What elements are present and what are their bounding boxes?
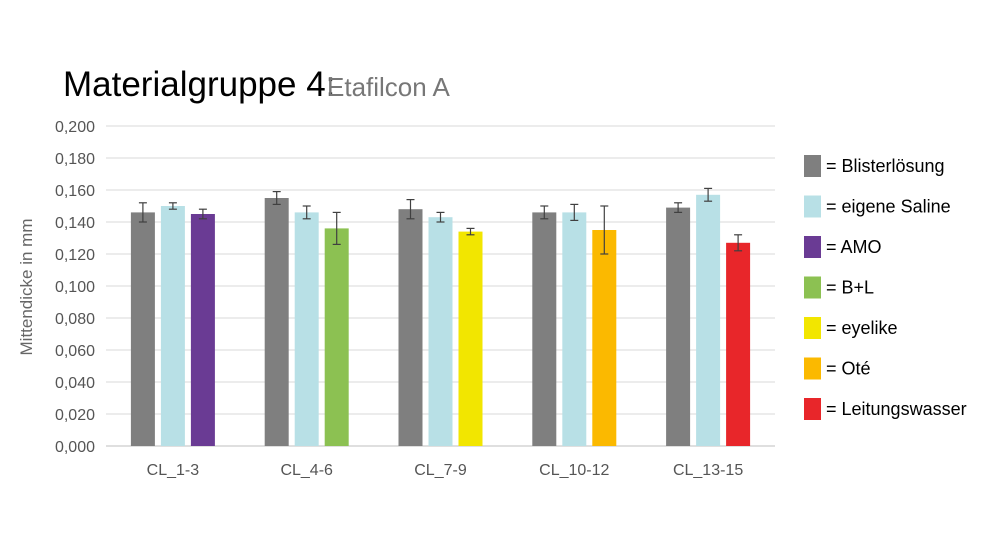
y-tick-label: 0,160	[55, 183, 95, 200]
legend-item: = Leitungswasser	[804, 398, 967, 420]
bar	[294, 212, 319, 446]
legend-label: = eigene Saline	[826, 197, 951, 217]
legend-swatch	[804, 276, 821, 299]
x-tick-label: CL_7-9	[414, 462, 467, 479]
legend-item: = AMO	[804, 236, 882, 258]
y-tick-label: 0,040	[55, 375, 95, 392]
error-bar	[332, 211, 341, 245]
legend-item: = Oté	[804, 357, 871, 380]
y-tick-label: 0,140	[55, 215, 95, 232]
legend-item: = B+L	[804, 276, 874, 299]
chart-subtitle: Etafilcon A	[327, 72, 451, 102]
error-bar	[674, 202, 683, 213]
bar	[160, 206, 185, 446]
y-tick-label: 0,020	[55, 407, 95, 424]
legend-item: = Blisterlösung	[804, 155, 945, 177]
y-tick-label: 0,100	[55, 279, 95, 296]
bar	[190, 214, 215, 446]
bar	[532, 212, 557, 446]
bar	[428, 217, 453, 446]
error-bar	[436, 211, 445, 223]
bar	[726, 242, 751, 446]
error-bar	[406, 199, 415, 220]
bar	[324, 228, 349, 446]
bar	[130, 212, 155, 446]
legend: = Blisterlösung = eigene Saline = AMO = B+L…	[804, 155, 967, 420]
bar	[458, 231, 483, 446]
x-tick-label: CL_4-6	[280, 462, 333, 479]
y-tick-label: 0,080	[55, 311, 95, 328]
error-bar	[466, 227, 475, 236]
legend-label: = B+L	[826, 278, 874, 298]
legend-label: = Oté	[826, 359, 871, 379]
y-tick-label: 0,000	[55, 439, 95, 456]
legend-swatch	[804, 236, 821, 258]
error-bar	[138, 202, 147, 223]
legend-swatch	[804, 195, 821, 218]
error-bar	[540, 205, 549, 220]
error-bar	[570, 203, 579, 221]
bar	[264, 198, 289, 446]
y-axis-label: Mittendicke in mm	[17, 219, 36, 356]
y-tick-label: 0,180	[55, 151, 95, 168]
error-bar	[600, 205, 609, 255]
chart-title: Materialgruppe 4:	[63, 65, 335, 104]
error-bar	[704, 187, 713, 202]
error-bar	[168, 202, 177, 210]
legend-swatch	[804, 317, 821, 339]
bar	[562, 212, 587, 446]
legend-label: = Leitungswasser	[826, 399, 967, 419]
error-bar	[734, 234, 743, 252]
legend-item: = eyelike	[804, 317, 898, 339]
error-bar	[302, 205, 311, 220]
bar	[398, 209, 423, 446]
error-bar	[272, 191, 281, 205]
x-tick-label: CL_13-15	[673, 462, 743, 479]
y-tick-label: 0,200	[55, 119, 95, 136]
legend-item: = eigene Saline	[804, 195, 951, 218]
y-tick-labels: 0,000 0,020 0,040 0,060 0,080 0,100 0,120 0,140…	[55, 119, 95, 456]
bars	[130, 187, 751, 446]
error-bar	[198, 208, 207, 220]
legend-label: = AMO	[826, 237, 882, 257]
legend-swatch	[804, 398, 821, 420]
bar	[696, 194, 721, 446]
legend-label: = Blisterlösung	[826, 156, 945, 176]
x-tick-label: CL_1-3	[147, 462, 200, 479]
y-tick-label: 0,060	[55, 343, 95, 360]
x-tick-labels: CL_1-3 CL_4-6 CL_7-9 CL_10-12 CL_13-15	[147, 462, 744, 479]
legend-swatch	[804, 155, 821, 177]
legend-swatch	[804, 357, 821, 380]
legend-label: = eyelike	[826, 318, 898, 338]
bar	[592, 230, 617, 446]
bar	[666, 207, 691, 446]
y-tick-label: 0,120	[55, 247, 95, 264]
x-tick-label: CL_10-12	[539, 462, 609, 479]
